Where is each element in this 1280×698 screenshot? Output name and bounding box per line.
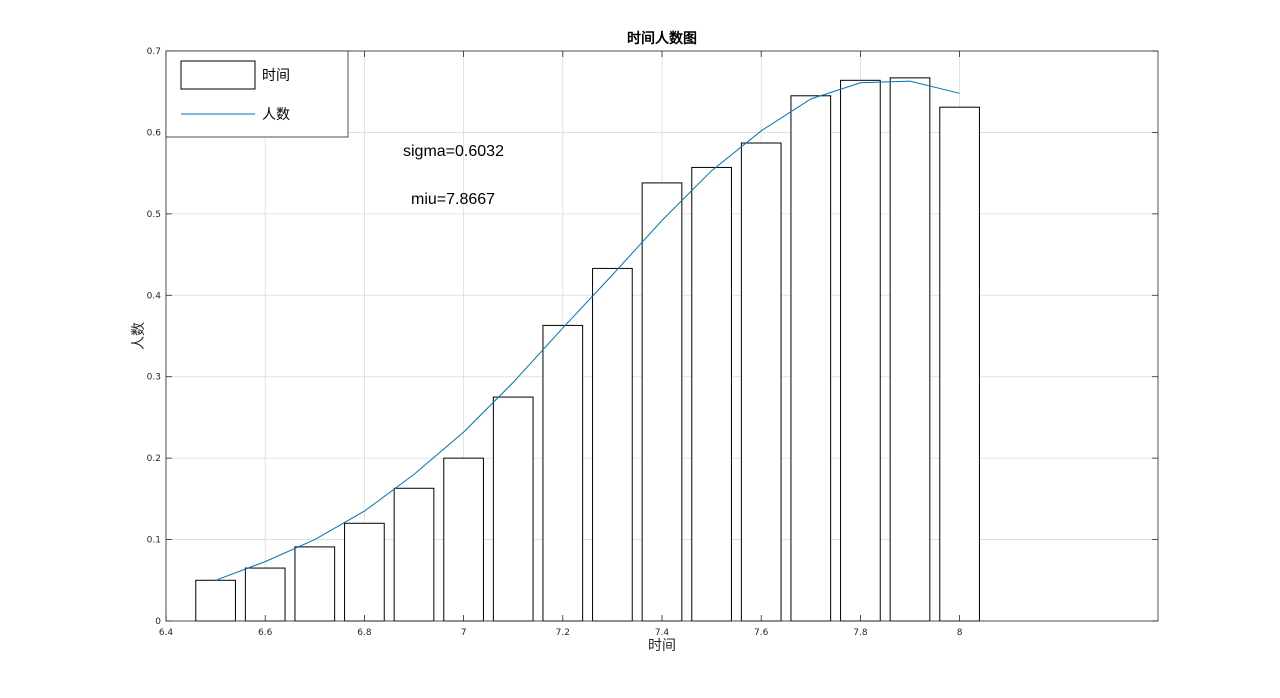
bar — [492, 396, 534, 622]
annotation-miu: miu=7.8667 — [411, 191, 495, 208]
y-axis-label: 人数 — [131, 322, 147, 350]
bar-series — [195, 77, 980, 622]
x-tick-label: 7.6 — [754, 628, 769, 638]
y-tick-label: 0.5 — [147, 210, 161, 220]
bar — [790, 95, 832, 622]
x-axis-label: 时间 — [648, 638, 676, 654]
bar — [344, 522, 385, 622]
bar — [840, 79, 881, 622]
x-tick-label: 7 — [461, 628, 467, 638]
x-tick-label: 8 — [957, 628, 963, 638]
bar — [939, 106, 980, 622]
y-tick-label: 0.4 — [147, 291, 162, 301]
bar — [641, 182, 683, 622]
axis-ticks: 6.4 6.6 6.8 7 7.2 7.4 7.6 7.8 8 0 0.1 0.2 0.3 0.4 0.5 0… — [147, 47, 1158, 638]
y-tick-label: 0 — [155, 617, 161, 627]
y-tick-label: 0.7 — [147, 47, 161, 57]
y-tick-label: 0.6 — [147, 128, 162, 138]
legend-bar-swatch — [180, 60, 256, 90]
bar — [294, 546, 336, 622]
x-tick-label: 7.8 — [853, 628, 868, 638]
line-series — [215, 80, 960, 581]
annotation-sigma: sigma=0.6032 — [403, 143, 504, 160]
legend-bar-label: 时间 — [262, 68, 290, 84]
x-tick-label: 6.6 — [258, 628, 273, 638]
bar — [195, 579, 236, 622]
bar — [740, 142, 782, 622]
bar — [691, 166, 732, 622]
bar — [443, 457, 484, 622]
legend: 时间 人数 — [165, 50, 349, 138]
bar — [393, 487, 435, 622]
legend-line-label: 人数 — [262, 107, 290, 123]
x-tick-label: 7.2 — [556, 628, 570, 638]
y-tick-label: 0.1 — [147, 536, 161, 546]
y-tick-label: 0.2 — [147, 454, 161, 464]
x-tick-label: 6.4 — [159, 628, 174, 638]
chart-title: 时间人数图 — [627, 30, 697, 47]
bar — [592, 267, 633, 622]
bar — [244, 567, 286, 622]
x-tick-label: 7.4 — [655, 628, 670, 638]
x-tick-label: 6.8 — [357, 628, 372, 638]
bar — [542, 324, 584, 622]
bar — [889, 77, 931, 622]
y-tick-label: 0.3 — [147, 373, 161, 383]
